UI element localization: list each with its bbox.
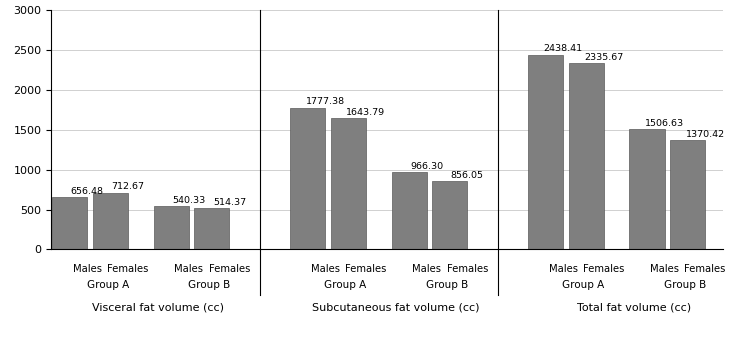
Text: Visceral fat volume (cc): Visceral fat volume (cc) [93, 302, 224, 312]
Text: Group B: Group B [188, 280, 230, 290]
Text: Subcutaneous fat volume (cc): Subcutaneous fat volume (cc) [312, 302, 480, 312]
Text: Males: Males [650, 264, 679, 274]
Text: Group A: Group A [562, 280, 604, 290]
Bar [569, 63, 604, 249]
Bar [528, 55, 563, 249]
Bar [154, 206, 189, 249]
Text: 514.37: 514.37 [213, 198, 246, 207]
Text: 656.48: 656.48 [71, 187, 104, 195]
Bar [432, 181, 467, 249]
Bar [290, 108, 325, 249]
Bar [53, 197, 88, 249]
Text: Males: Males [412, 264, 441, 274]
Bar [93, 192, 128, 249]
Text: Group B: Group B [664, 280, 706, 290]
Text: 1370.42: 1370.42 [685, 130, 725, 139]
Bar [194, 208, 229, 249]
Text: 966.30: 966.30 [410, 162, 443, 171]
Text: Females: Females [345, 264, 387, 274]
Text: Total fat volume (cc): Total fat volume (cc) [577, 302, 691, 312]
Text: Group B: Group B [426, 280, 468, 290]
Bar [331, 118, 366, 249]
Text: 712.67: 712.67 [112, 182, 145, 191]
Text: 1643.79: 1643.79 [346, 108, 385, 117]
Text: Females: Females [685, 264, 726, 274]
Text: 1777.38: 1777.38 [306, 97, 345, 106]
Text: 2335.67: 2335.67 [584, 53, 623, 62]
Text: Males: Males [174, 264, 203, 274]
Text: 1506.63: 1506.63 [645, 119, 684, 128]
Text: 540.33: 540.33 [172, 196, 205, 205]
Text: Group A: Group A [87, 280, 128, 290]
Text: Males: Males [73, 264, 101, 274]
Text: Females: Females [107, 264, 149, 274]
Bar [670, 140, 705, 249]
Text: Females: Females [209, 264, 250, 274]
Text: 2438.41: 2438.41 [544, 44, 583, 54]
Text: Males: Males [549, 264, 577, 274]
Bar [391, 172, 426, 249]
Text: Females: Females [447, 264, 488, 274]
Text: Group A: Group A [324, 280, 366, 290]
Text: Females: Females [583, 264, 624, 274]
Text: Males: Males [311, 264, 339, 274]
Bar [629, 129, 664, 249]
Text: 856.05: 856.05 [451, 171, 484, 180]
